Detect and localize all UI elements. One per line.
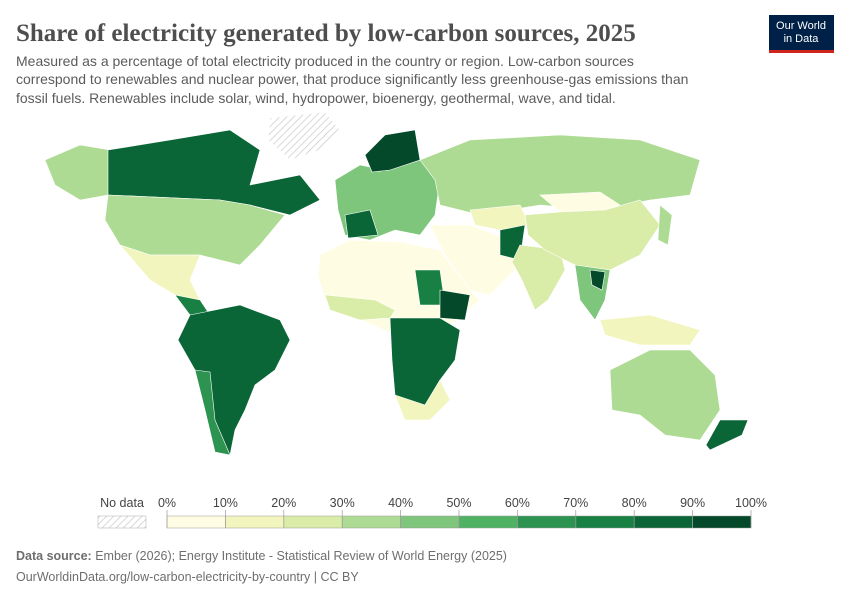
new-zealand xyxy=(705,419,749,451)
australia xyxy=(609,349,721,441)
legend-tick-label: 40% xyxy=(388,496,413,510)
legend-swatch xyxy=(225,515,285,529)
no-data-label: No data xyxy=(100,496,144,510)
legend-swatch xyxy=(633,515,693,529)
legend-swatch xyxy=(517,515,577,529)
logo[interactable]: Our World in Data xyxy=(769,15,834,53)
legend-tick-label: 50% xyxy=(446,496,471,510)
subtitle: Measured as a percentage of total electr… xyxy=(16,53,634,69)
laos xyxy=(589,269,606,291)
russia xyxy=(419,134,701,216)
legend-tick-label: 70% xyxy=(563,496,588,510)
south-america xyxy=(177,304,291,456)
legend-swatch xyxy=(283,515,343,529)
china xyxy=(524,199,661,271)
legend-tick-label: 80% xyxy=(622,496,647,510)
world-map xyxy=(44,111,749,456)
legend-tick-label: 10% xyxy=(213,496,238,510)
legend-swatch xyxy=(458,515,518,529)
ethiopia xyxy=(439,289,471,321)
subtitle: correspond to renewables and nuclear pow… xyxy=(16,71,688,87)
alaska xyxy=(44,144,111,201)
subtitle: fossil fuels. Renewables include solar, … xyxy=(16,90,616,106)
legend: No data 0% 10% 20% 30% 40% 50% 60% 70% 80% 90% 100… xyxy=(97,496,767,529)
chile-argentina xyxy=(194,369,231,456)
legend-tick-label: 100% xyxy=(735,496,767,510)
source: Data source: Ember (2026); Energy Instit… xyxy=(16,549,507,563)
france-iberia xyxy=(344,209,379,239)
greenland xyxy=(267,111,341,161)
legend-swatch xyxy=(400,515,460,529)
legend-tick-label: 90% xyxy=(680,496,705,510)
mexico xyxy=(119,244,201,301)
source-text: Ember (2026); Energy Institute - Statist… xyxy=(95,549,507,563)
legend-tick-label: 20% xyxy=(271,496,296,510)
legend-swatch xyxy=(341,515,401,529)
legend-tick-label: 30% xyxy=(330,496,355,510)
japan xyxy=(657,204,673,246)
logo-bar xyxy=(769,50,834,53)
mongolia xyxy=(539,191,621,213)
usa xyxy=(104,194,286,266)
legend-tick-label: 60% xyxy=(505,496,530,510)
no-data-swatch xyxy=(97,515,147,529)
source-label: Data source: xyxy=(16,549,92,563)
south-africa xyxy=(394,379,451,421)
legend-swatch xyxy=(692,515,752,529)
title: Share of electricity generated by low-ca… xyxy=(16,20,636,47)
central-africa xyxy=(389,317,461,411)
middle-east xyxy=(429,224,516,296)
legend-swatch xyxy=(575,515,635,529)
legend-tick-label: 0% xyxy=(158,496,176,510)
legend-swatch xyxy=(166,515,226,529)
indonesia xyxy=(599,314,701,346)
logo-text: Our World xyxy=(776,20,826,32)
logo-box xyxy=(769,15,834,52)
logo-text: in Data xyxy=(784,33,820,45)
url[interactable]: OurWorldinData.org/low-carbon-electricit… xyxy=(16,570,359,584)
